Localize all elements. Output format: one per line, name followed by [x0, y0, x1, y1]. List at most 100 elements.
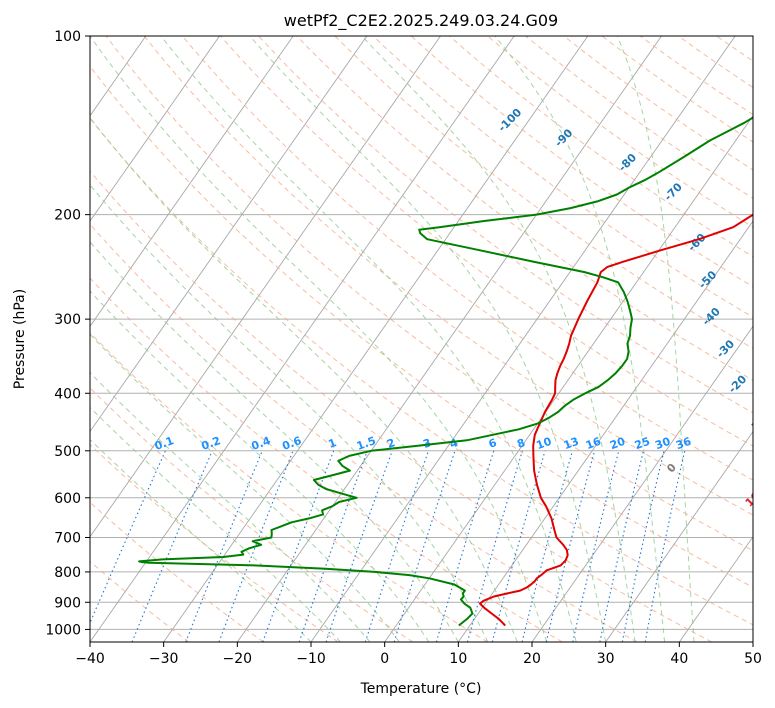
- x-axis-label: Temperature (°C): [360, 681, 482, 697]
- dry-adiabat-line: [90, 170, 712, 642]
- isotherm-line: [531, 325, 753, 642]
- dry-adiabat-line: [90, 387, 414, 642]
- dry-adiabat-line: [90, 443, 339, 642]
- moist-adiabat-line: [249, 36, 607, 642]
- moist-adiabat-line: [90, 116, 518, 642]
- isotherm-line: [457, 220, 753, 642]
- mixing-ratio-label: 30: [653, 435, 672, 453]
- isotherm-line: [90, 36, 441, 538]
- mixing-ratio-line: [298, 450, 368, 642]
- dry-adiabat-line: [410, 36, 753, 288]
- mixing-ratio-line: [491, 450, 546, 642]
- temperature-line: [479, 213, 753, 627]
- mixing-ratio-label: 8: [515, 436, 527, 451]
- plot-frame: [89, 35, 754, 643]
- moist-adiabat-line: [90, 36, 548, 642]
- mixing-ratio-label: 0.1: [153, 434, 176, 453]
- x-tick-label: −20: [223, 651, 253, 667]
- mixing-ratio-label: 0.2: [200, 434, 223, 453]
- mixing-ratio-line: [621, 450, 665, 642]
- series-layer: [138, 116, 753, 627]
- mixing-ratio-line: [572, 450, 620, 642]
- mixing-ratio-line: [364, 450, 429, 642]
- moist-adiabat-label: -80: [616, 151, 639, 174]
- moist-adiabat-label: -30: [714, 337, 737, 360]
- moist-adiabat-label: -100: [496, 106, 525, 135]
- isotherm-line: [90, 36, 515, 642]
- dry-adiabat-line: [90, 65, 753, 588]
- moist-adiabat-line: [90, 290, 430, 642]
- x-tick-label: −30: [149, 651, 179, 667]
- dry-adiabat-line: [143, 36, 753, 516]
- background-grid: 0.1 0.2 0.4 0.6 1 1.5 2 3 4 6 8 10 13 16 20 25 30 36-100-…: [0, 36, 775, 642]
- isotherm-line: [0, 36, 72, 642]
- mixing-ratio-label: 0.6: [280, 434, 303, 453]
- mixing-ratio-label: 16: [584, 435, 603, 453]
- dry-adiabat-line: [90, 277, 563, 642]
- moist-adiabat-line: [494, 36, 666, 642]
- dry-adiabat-line: [220, 36, 753, 447]
- dry-adiabat-line: [296, 36, 753, 381]
- dry-adiabat-line: [90, 223, 638, 642]
- mixing-ratio-line: [218, 450, 294, 642]
- mixing-ratio-line: [466, 450, 523, 642]
- dry-adiabat-line: [181, 36, 753, 481]
- x-tick-label: 20: [523, 651, 541, 667]
- mixing-ratio-label: 10: [534, 435, 553, 453]
- isotherm-line: [90, 36, 220, 222]
- mixing-ratio-label: 25: [633, 435, 652, 452]
- x-tick-label: 30: [597, 651, 615, 667]
- mixing-ratio-line: [131, 450, 213, 642]
- moist-adiabat-label: 0: [664, 461, 679, 476]
- x-tick-label: 10: [449, 651, 467, 667]
- dry-adiabat-label: 10: [743, 489, 763, 509]
- isotherm-line: [90, 36, 368, 433]
- mixing-ratio-line: [325, 450, 393, 642]
- isotherm-line: [678, 535, 753, 642]
- y-tick-label: 400: [54, 386, 81, 402]
- isotherm-line: [236, 36, 662, 642]
- moist-adiabat-line: [90, 333, 400, 642]
- y-tick-label: 200: [54, 208, 81, 224]
- dry-adiabat-label: 20: [755, 525, 775, 545]
- y-tick-label: 500: [54, 444, 81, 460]
- isotherm-line: [90, 36, 294, 328]
- y-tick-label: 700: [54, 531, 81, 547]
- dry-adiabat-line: [334, 36, 753, 350]
- x-axis: −40 −30 −20 −10 0 10 20 30 40 50: [75, 642, 762, 667]
- mixing-ratio-line: [435, 450, 495, 642]
- moist-adiabat-line: [361, 36, 636, 642]
- x-tick-label: −10: [296, 651, 326, 667]
- mixing-ratio-label: 36: [674, 435, 693, 453]
- chart-title: wetPf2_C2E2.2025.249.03.24.G09: [284, 11, 558, 31]
- x-tick-label: −40: [75, 651, 105, 667]
- isotherm-line: [752, 641, 753, 642]
- mixing-ratio-label: 20: [608, 435, 627, 453]
- moist-adiabat-line: [90, 371, 371, 642]
- mixing-ratio-label: 4: [448, 436, 460, 451]
- isotherm-line: [384, 115, 753, 642]
- dry-adiabat-line: [487, 36, 753, 228]
- mixing-ratio-label: 13: [562, 435, 581, 452]
- mixing-ratio-label: 1.5: [355, 434, 378, 453]
- dry-adiabat-line: [639, 36, 753, 116]
- moist-adiabat-line: [90, 184, 489, 642]
- moist-adiabat-label: -90: [552, 126, 575, 149]
- mixing-ratio-line: [393, 450, 456, 642]
- dewpoint-line: [138, 116, 753, 627]
- moist-adiabat-line: [616, 36, 695, 642]
- moist-adiabat-label: -40: [700, 305, 723, 328]
- mixing-ratio-line: [90, 450, 166, 625]
- mixing-ratio-line: [644, 450, 686, 642]
- mixing-ratio-label: 3: [421, 436, 433, 451]
- x-tick-label: 50: [744, 651, 762, 667]
- mixing-ratio-label: 6: [487, 436, 499, 451]
- x-tick-label: 0: [380, 651, 389, 667]
- y-tick-label: 100: [54, 29, 81, 45]
- dry-adiabat-line: [90, 331, 488, 642]
- y-tick-label: 1000: [45, 622, 81, 638]
- y-tick-label: 800: [54, 565, 81, 581]
- x-tick-label: 40: [670, 651, 688, 667]
- mixing-ratio-line: [599, 450, 645, 642]
